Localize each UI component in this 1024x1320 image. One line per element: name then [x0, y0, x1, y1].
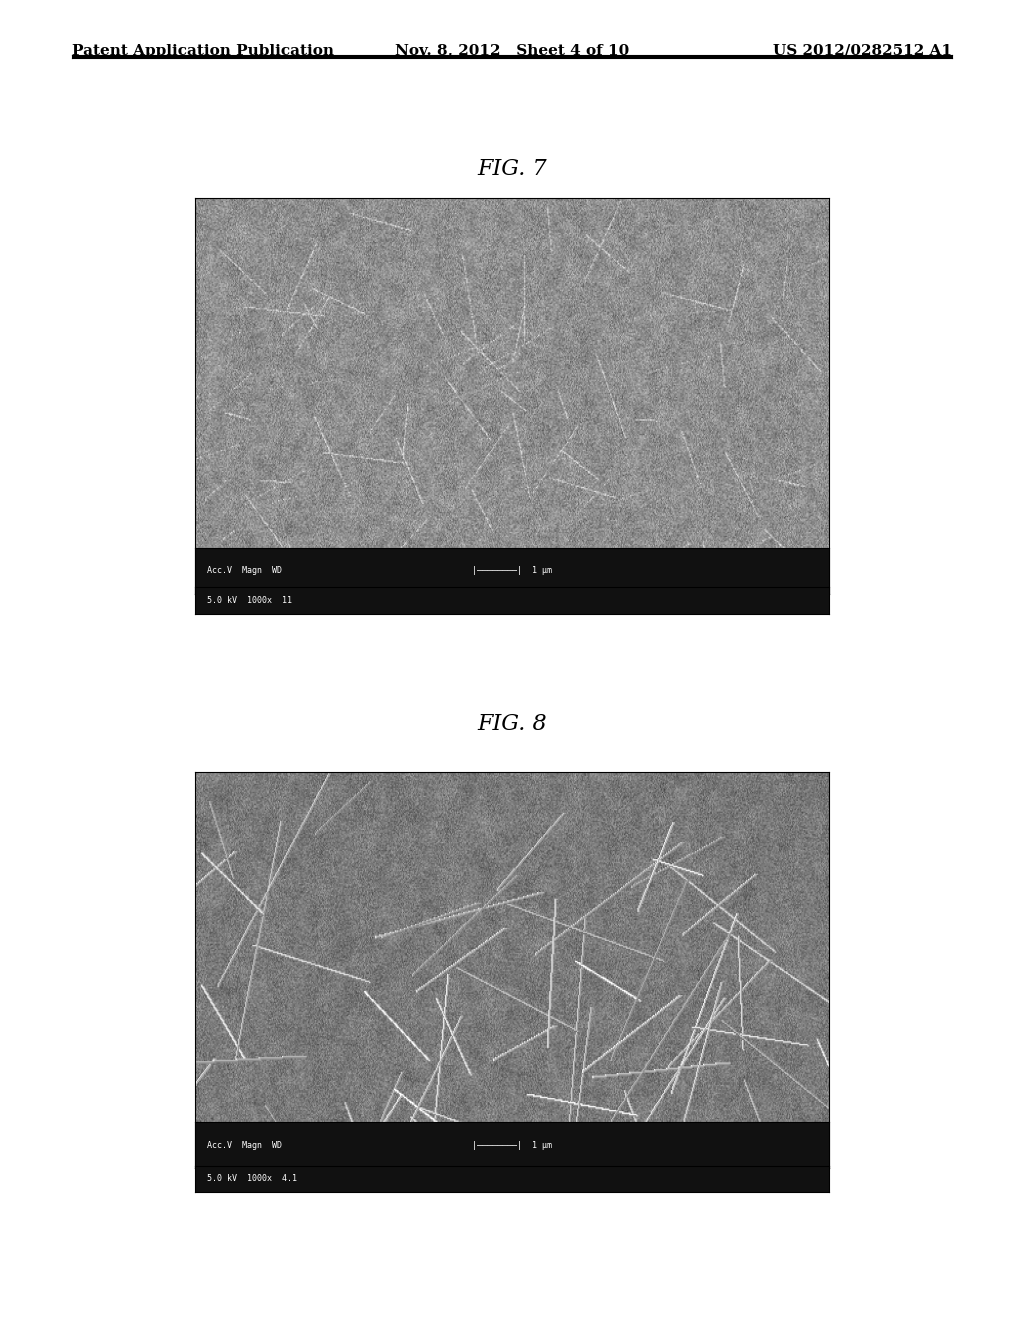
Text: 5.0 kV  1000x  4.1: 5.0 kV 1000x 4.1 [207, 1175, 297, 1183]
Text: FIG. 8: FIG. 8 [477, 713, 547, 735]
Text: |————————|  1 μm: |————————| 1 μm [472, 566, 552, 576]
Text: Nov. 8, 2012   Sheet 4 of 10: Nov. 8, 2012 Sheet 4 of 10 [395, 44, 629, 58]
Text: |————————|  1 μm: |————————| 1 μm [472, 1140, 552, 1150]
Text: FIG. 7: FIG. 7 [477, 158, 547, 181]
Text: US 2012/0282512 A1: US 2012/0282512 A1 [773, 44, 952, 58]
Text: 5.0 kV  1000x  11: 5.0 kV 1000x 11 [207, 597, 292, 605]
Text: Acc.V  Magn  WD: Acc.V Magn WD [207, 1140, 283, 1150]
Text: Patent Application Publication: Patent Application Publication [72, 44, 334, 58]
Text: Acc.V  Magn  WD: Acc.V Magn WD [207, 566, 283, 576]
